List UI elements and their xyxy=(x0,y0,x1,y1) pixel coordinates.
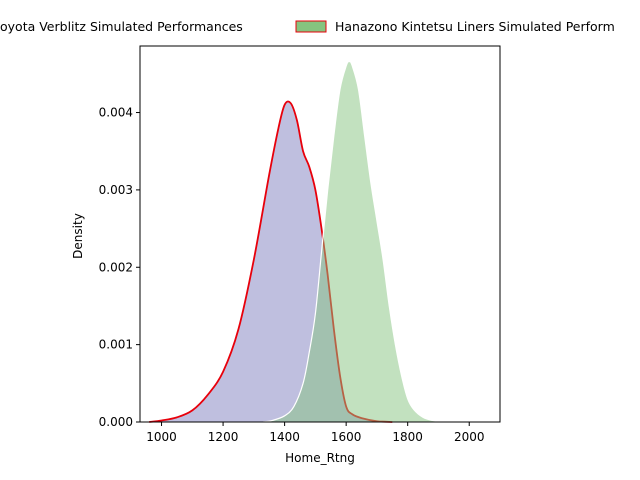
x-tick-label: 1000 xyxy=(146,430,177,444)
density-area-series-1 xyxy=(263,61,470,422)
y-tick-label: 0.000 xyxy=(99,415,133,429)
legend: oyota Verblitz Simulated Performances Ha… xyxy=(0,19,615,34)
y-tick-label: 0.001 xyxy=(99,338,133,352)
plot-area xyxy=(149,60,470,423)
y-tick-label: 0.003 xyxy=(99,183,133,197)
y-tick-label: 0.002 xyxy=(99,260,133,274)
y-axis-label: Density xyxy=(71,213,85,259)
density-line-series-1 xyxy=(262,60,470,423)
axes: 1000 1200 1400 1600 1800 2000 0.000 0.001 0.002 0… xyxy=(99,45,501,444)
x-tick-label: 2000 xyxy=(454,430,485,444)
x-axis-label: Home_Rtng xyxy=(285,451,355,465)
legend-swatch-series-1 xyxy=(295,20,327,33)
legend-label-series-1: Hanazono Kintetsu Liners Simulated Perfo… xyxy=(335,19,615,34)
x-tick-label: 1200 xyxy=(208,430,239,444)
x-tick-label: 1800 xyxy=(392,430,423,444)
legend-label-series-0: oyota Verblitz Simulated Performances xyxy=(0,19,243,34)
plot-frame xyxy=(139,45,501,423)
x-tick-label: 1600 xyxy=(331,430,362,444)
y-tick-label: 0.004 xyxy=(99,106,133,120)
x-tick-label: 1400 xyxy=(269,430,300,444)
